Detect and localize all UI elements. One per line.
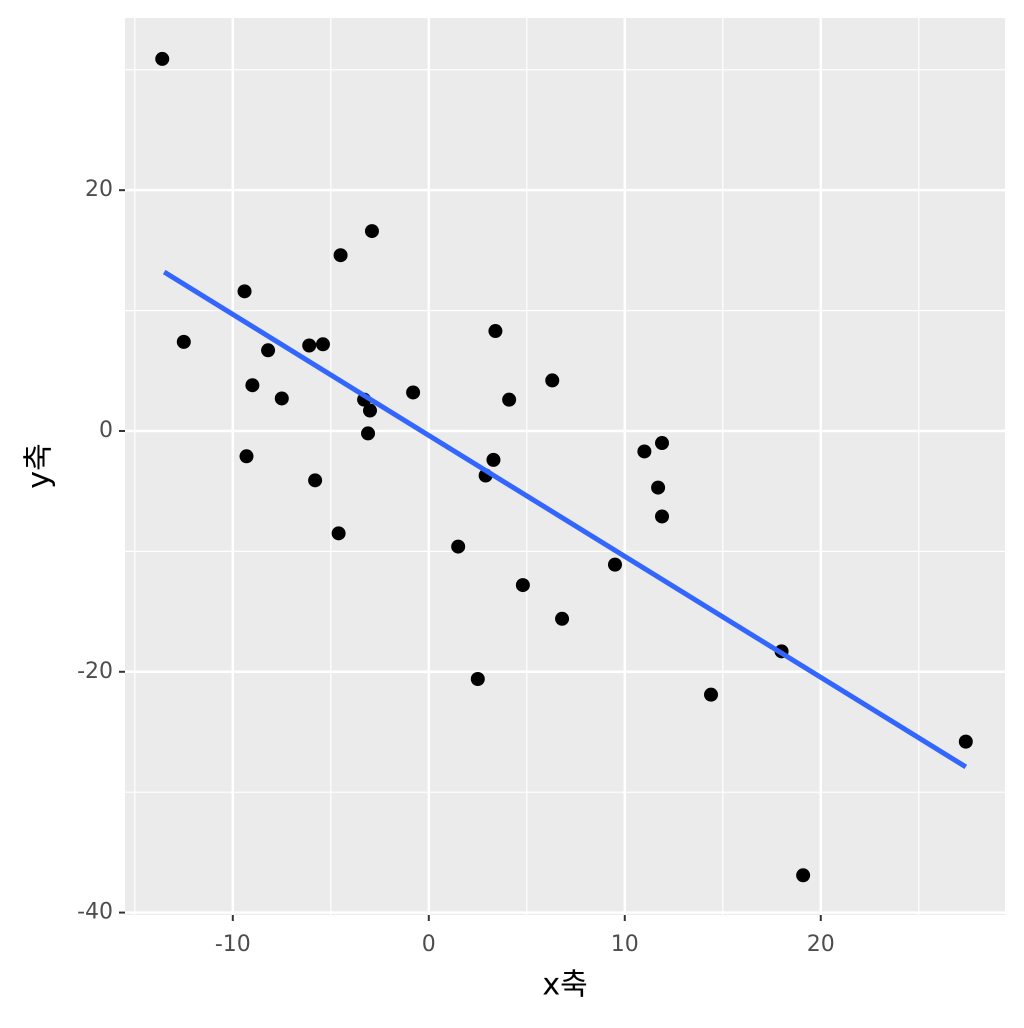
point: [406, 385, 421, 400]
point: [239, 449, 254, 464]
point: [308, 473, 323, 488]
point: [958, 734, 973, 749]
point: [555, 611, 570, 626]
point: [237, 284, 252, 299]
fit-line: [162, 269, 968, 770]
x-tick-label: -10: [215, 932, 251, 957]
point: [245, 378, 260, 393]
point: [637, 444, 652, 459]
point: [274, 391, 289, 406]
point: [451, 539, 466, 554]
x-axis-title: x축: [542, 968, 587, 1003]
point: [333, 248, 348, 263]
point: [155, 51, 170, 66]
point: [515, 578, 530, 593]
point: [607, 557, 622, 572]
point: [796, 868, 811, 883]
y-tick-label: -40: [77, 900, 113, 925]
point: [331, 526, 346, 541]
point: [176, 334, 191, 349]
point: [361, 426, 376, 441]
point: [651, 480, 666, 495]
panel: [125, 18, 1005, 915]
point: [655, 509, 670, 524]
y-axis-title: y축: [22, 443, 57, 488]
point: [315, 337, 330, 352]
point: [502, 392, 517, 407]
point: [362, 403, 377, 418]
y-tick-label: -20: [77, 659, 113, 684]
point: [704, 687, 719, 702]
point: [486, 452, 501, 467]
x-tick-label: 10: [611, 932, 639, 957]
y-tick-label: 20: [85, 177, 113, 202]
point: [364, 224, 379, 239]
y-tick-label: 0: [99, 418, 113, 443]
x-tick-label: 0: [422, 932, 436, 957]
point: [302, 338, 317, 353]
point: [655, 436, 670, 451]
point: [261, 343, 276, 358]
point: [488, 324, 503, 339]
point: [545, 373, 560, 388]
x-tick-label: 20: [807, 932, 835, 957]
point: [470, 672, 485, 687]
